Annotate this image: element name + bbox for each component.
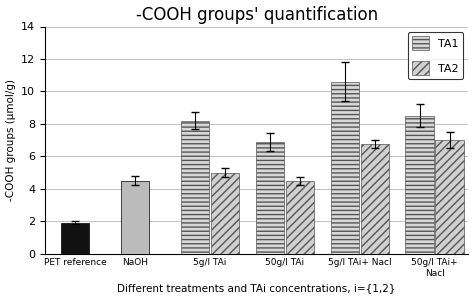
Bar	[121, 181, 149, 254]
Bar	[361, 144, 389, 254]
Legend: TA1, TA2: TA1, TA2	[408, 32, 463, 79]
Bar	[181, 120, 209, 254]
Bar	[210, 173, 239, 254]
Bar	[255, 142, 284, 254]
X-axis label: Different treatments and TAi concentrations, i={1,2}: Different treatments and TAi concentrati…	[118, 283, 396, 293]
Bar	[61, 223, 89, 254]
Bar	[436, 140, 464, 254]
Y-axis label: -COOH groups (μmol/g): -COOH groups (μmol/g)	[6, 79, 16, 201]
Bar	[330, 82, 359, 254]
Bar	[405, 116, 434, 254]
Bar	[285, 181, 314, 254]
Title: -COOH groups' quantification: -COOH groups' quantification	[136, 6, 378, 24]
